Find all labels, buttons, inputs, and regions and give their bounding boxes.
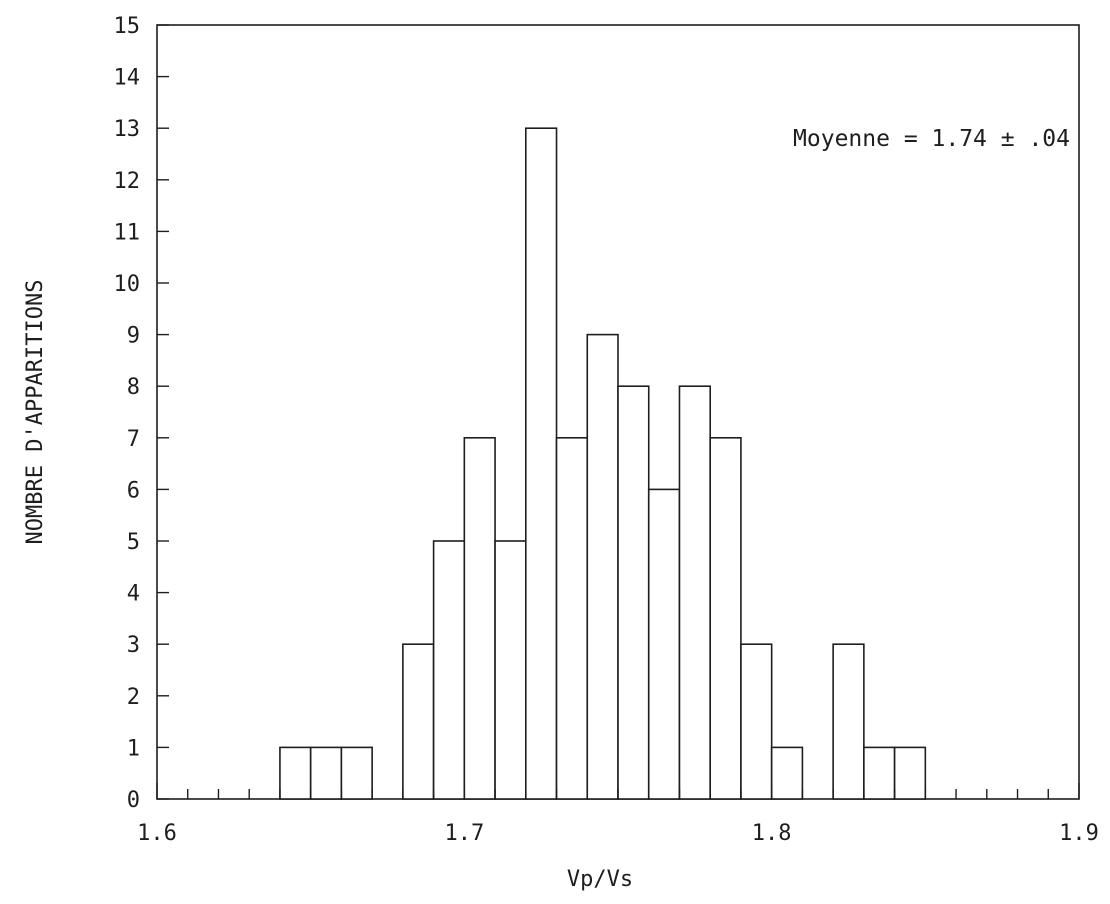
y-tick-label: 9: [127, 324, 140, 349]
y-tick-label: 10: [114, 272, 141, 297]
y-tick-label: 3: [127, 633, 140, 658]
y-tick-label: 8: [127, 375, 140, 400]
histogram-bar: [586, 333, 619, 800]
x-tick-label: 1.6: [137, 821, 177, 846]
histogram-bar: [678, 385, 711, 800]
histogram-bar: [863, 746, 896, 800]
y-tick-label: 5: [127, 530, 140, 555]
histogram-bar: [494, 540, 527, 800]
histogram-bar: [617, 385, 650, 800]
x-tick-label: 1.8: [752, 821, 792, 846]
histogram-bar: [647, 488, 681, 800]
y-tick-label: 12: [114, 169, 141, 194]
bars-group: [279, 127, 927, 800]
y-tick-label: 4: [127, 582, 140, 607]
x-tick-label: 1.9: [1059, 821, 1099, 846]
histogram-bar: [524, 127, 558, 800]
histogram-bar: [832, 643, 865, 800]
y-ticks-group: [157, 24, 169, 800]
histogram-bar: [340, 746, 373, 800]
histogram-bar: [463, 436, 496, 800]
x-ticks-group: [156, 783, 1080, 799]
y-tick-label: 1: [127, 736, 140, 761]
y-tick-label: 15: [114, 14, 141, 39]
x-tick-labels-group: 1.6 1.7 1.8 1.9: [137, 821, 1099, 846]
histogram-bar: [740, 643, 773, 800]
histogram-bar: [279, 746, 312, 800]
histogram-bar: [309, 746, 343, 800]
histogram-bar: [770, 746, 804, 800]
y-tick-label: 2: [127, 685, 140, 710]
y-tick-label: 11: [114, 220, 141, 245]
y-axis-label: NOMBRE D'APPARITIONS: [23, 280, 48, 545]
y-tick-label: 14: [114, 66, 141, 91]
y-tick-label: 7: [127, 427, 140, 452]
y-tick-label: 13: [114, 117, 141, 142]
y-tick-label: 0: [127, 788, 140, 813]
y-tick-label: 6: [127, 478, 140, 503]
histogram-bar: [555, 436, 589, 800]
histogram-bar: [432, 540, 466, 800]
mean-annotation: Moyenne = 1.74 ± .04: [793, 126, 1070, 152]
x-tick-label: 1.7: [444, 821, 484, 846]
histogram-bar: [893, 746, 927, 800]
histogram-bar: [402, 643, 435, 800]
histogram-bar: [709, 436, 742, 800]
x-axis-label: Vp/Vs: [567, 867, 633, 892]
